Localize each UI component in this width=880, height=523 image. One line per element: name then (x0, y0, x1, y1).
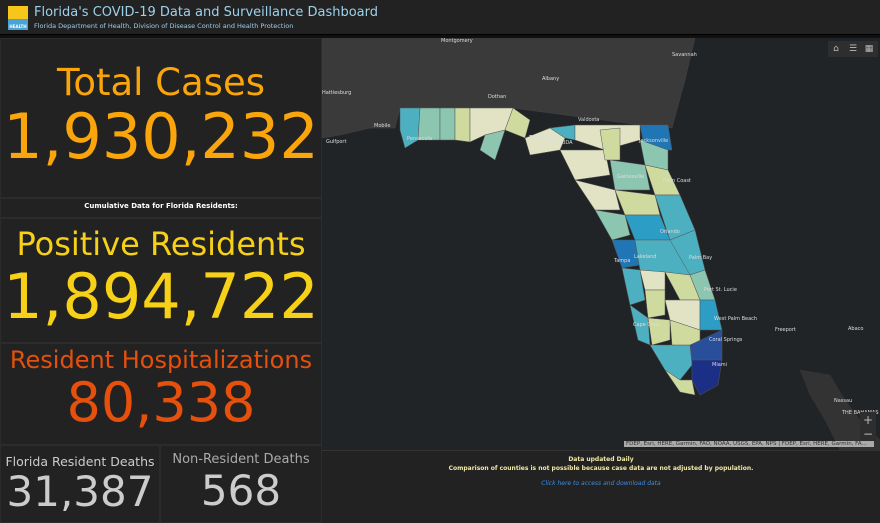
cumulative-note: Cumulative Data for Florida Residents: (0, 198, 322, 218)
resident-deaths-value: 31,387 (6, 467, 154, 516)
map-label: Hattiesburg (322, 90, 352, 96)
total-cases-value: 1,930,232 (3, 100, 319, 173)
disclaimer: Comparison of counties is not possible b… (448, 465, 754, 472)
zoom-out-button[interactable]: − (860, 426, 876, 442)
legend-list-icon[interactable]: ☰ (848, 44, 858, 54)
county-24[interactable] (621, 267, 646, 306)
map-label: Valdosta (578, 117, 600, 123)
hospitalizations-label: Resident Hospitalizations (9, 346, 313, 374)
map-label: Montgomery (441, 38, 473, 44)
total-cases-panel: Total Cases 1,930,232 (0, 38, 322, 198)
map-attribution: FDEP, Esri, HERE, Garmin, FAO, NOAA, USG… (624, 441, 874, 447)
map-label: Palm Bay (689, 255, 713, 261)
map-label: Tallahassee (529, 135, 558, 141)
county-5[interactable] (479, 129, 506, 161)
map-label: Freeport (775, 327, 796, 333)
positive-residents-label: Positive Residents (16, 225, 306, 263)
page-subtitle: Florida Department of Health, Division o… (34, 22, 294, 30)
map-canvas[interactable] (322, 38, 880, 450)
total-cases-label: Total Cases (57, 61, 265, 104)
map-label: Jacksonville (639, 138, 669, 144)
hospitalizations-value: 80,338 (66, 371, 256, 434)
map-label: Coral Springs (709, 337, 743, 343)
map-label: FLORIDA (551, 140, 573, 146)
map-toolbar: ⌂ ☰ ▦ (828, 41, 878, 57)
county-map[interactable]: Montgomery Savannah Albany Dothan Hattiesbur… (322, 38, 880, 450)
info-footer: Data updated Daily Comparison of countie… (322, 450, 880, 523)
county-16[interactable] (574, 179, 621, 211)
nonresident-deaths-value: 568 (200, 466, 282, 515)
map-label: Pensacola (407, 136, 433, 142)
map-label: Port St. Lucie (704, 287, 737, 293)
nonresident-deaths-label: Non-Resident Deaths (172, 452, 310, 467)
county-12[interactable] (599, 127, 621, 161)
map-label: Gainesville (617, 174, 645, 180)
county-30[interactable] (699, 299, 723, 331)
zoom-in-button[interactable]: + (860, 412, 876, 428)
county-0[interactable] (399, 107, 421, 149)
hospitalizations-panel: Resident Hospitalizations 80,338 (0, 343, 322, 445)
county-18[interactable] (594, 209, 631, 241)
positive-residents-value: 1,894,722 (3, 260, 319, 333)
county-7[interactable] (524, 127, 566, 156)
update-note: Data updated Daily (568, 456, 634, 463)
county-17[interactable] (614, 189, 661, 216)
county-28[interactable] (644, 289, 666, 319)
county-3[interactable] (454, 107, 471, 143)
county-32[interactable] (647, 317, 671, 346)
basemap-gallery-icon[interactable]: ▦ (864, 44, 874, 54)
map-label: Dothan (488, 94, 507, 100)
nonresident-deaths-panel: Non-Resident Deaths 568 (160, 445, 322, 523)
map-label: Tampa (614, 258, 631, 264)
map-label: Palm Coast (663, 178, 691, 184)
map-label: Miami (712, 362, 728, 368)
map-label: West Palm Beach (714, 316, 758, 322)
map-label: Mobile (374, 123, 391, 129)
download-data-link[interactable]: Click here to access and download data (541, 480, 661, 487)
page-title: Florida's COVID-19 Data and Surveillance… (34, 5, 379, 20)
county-10[interactable] (559, 149, 611, 181)
county-2[interactable] (439, 107, 456, 141)
county-37[interactable] (664, 369, 696, 396)
map-label: Savannah (672, 52, 697, 58)
map-label: Orlando (660, 229, 680, 235)
map-label: Abaco (848, 326, 864, 332)
map-label: Nassau (834, 398, 853, 404)
county-25[interactable] (639, 269, 666, 291)
resident-deaths-panel: Florida Resident Deaths 31,387 (0, 445, 160, 523)
map-label: Albany (542, 76, 560, 82)
county-14[interactable] (609, 159, 651, 191)
resident-deaths-label: Florida Resident Deaths (5, 454, 155, 469)
home-icon[interactable]: ⌂ (833, 44, 839, 54)
positive-residents-panel: Positive Residents 1,894,722 (0, 218, 322, 343)
map-label: Gulfport (326, 139, 347, 145)
map-label: Cape Coral (633, 322, 661, 328)
logo-text: HEALTH (9, 24, 27, 29)
florida-health-logo: HEALTH (8, 6, 28, 30)
county-36[interactable] (691, 359, 723, 396)
map-label: Lakeland (634, 254, 657, 260)
app-header: HEALTH Florida's COVID-19 Data and Surve… (0, 0, 880, 35)
